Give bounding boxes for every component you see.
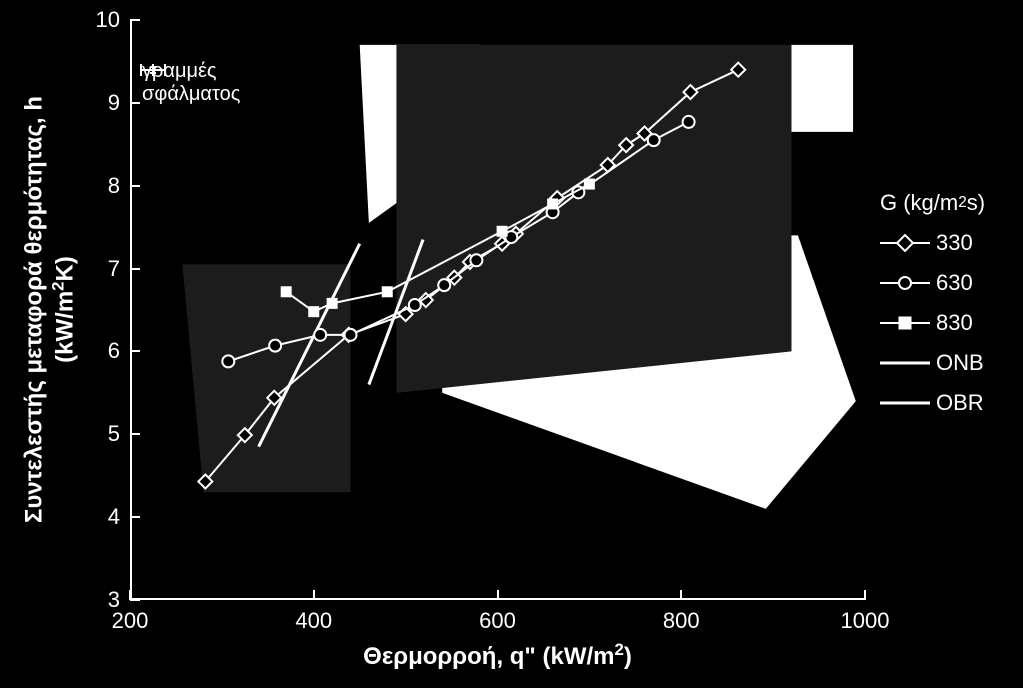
y-tick <box>130 185 140 187</box>
y-tick <box>130 268 140 270</box>
chart-container: Συντελεστής μεταφορά θερμότητας, h (kW/m… <box>0 0 1023 688</box>
x-tick <box>497 590 499 600</box>
x-tick-label: 1000 <box>841 608 890 634</box>
legend-label: ONB <box>936 350 984 376</box>
y-tick-label: 9 <box>108 90 120 116</box>
y-axis-title-line2: (kW/m2K) <box>49 80 80 540</box>
legend: G (kg/m2s) 330 630 830 ONB OBR <box>880 190 985 430</box>
y-tick-label: 7 <box>108 256 120 282</box>
x-tick-label: 800 <box>663 608 700 634</box>
y-tick <box>130 102 140 104</box>
y-tick-label: 10 <box>96 7 120 33</box>
legend-title: G (kg/m2s) <box>880 190 985 216</box>
y-tick-label: 4 <box>108 504 120 530</box>
x-tick <box>680 590 682 600</box>
legend-item: 330 <box>880 230 985 256</box>
x-tick-label: 600 <box>479 608 516 634</box>
legend-label: 630 <box>936 270 973 296</box>
legend-item: OBR <box>880 390 985 416</box>
legend-symbol <box>880 234 930 252</box>
y-axis-title: Συντελεστής μεταφορά θερμότητας, h (kW/m… <box>21 80 80 540</box>
y-tick <box>130 516 140 518</box>
y-tick-label: 5 <box>108 421 120 447</box>
legend-label: 330 <box>936 230 973 256</box>
legend-item: 630 <box>880 270 985 296</box>
y-tick-label: 6 <box>108 338 120 364</box>
legend-symbol <box>880 354 930 372</box>
y-tick <box>130 599 140 601</box>
y-tick-label: 8 <box>108 173 120 199</box>
x-tick-label: 200 <box>112 608 149 634</box>
legend-symbol <box>880 394 930 412</box>
x-tick <box>129 590 131 600</box>
legend-symbol <box>880 314 930 332</box>
y-tick <box>130 433 140 435</box>
legend-symbol <box>880 274 930 292</box>
errorbar-icon <box>136 60 170 80</box>
y-tick <box>130 350 140 352</box>
legend-label: 830 <box>936 310 973 336</box>
y-axis-title-line1: Συντελεστής μεταφορά θερμότητας, h <box>21 80 49 540</box>
x-tick-label: 400 <box>295 608 332 634</box>
legend-item: 830 <box>880 310 985 336</box>
x-tick <box>864 590 866 600</box>
legend-label: OBR <box>936 390 984 416</box>
x-tick <box>313 590 315 600</box>
errorbar-legend: γραμμές σφάλματος <box>136 60 240 106</box>
legend-item: ONB <box>880 350 985 376</box>
y-tick <box>130 19 140 21</box>
x-axis-title: Θερμορροή, q" (kW/m2) <box>130 640 865 671</box>
errorbar-label-line2: σφάλματος <box>142 83 240 105</box>
